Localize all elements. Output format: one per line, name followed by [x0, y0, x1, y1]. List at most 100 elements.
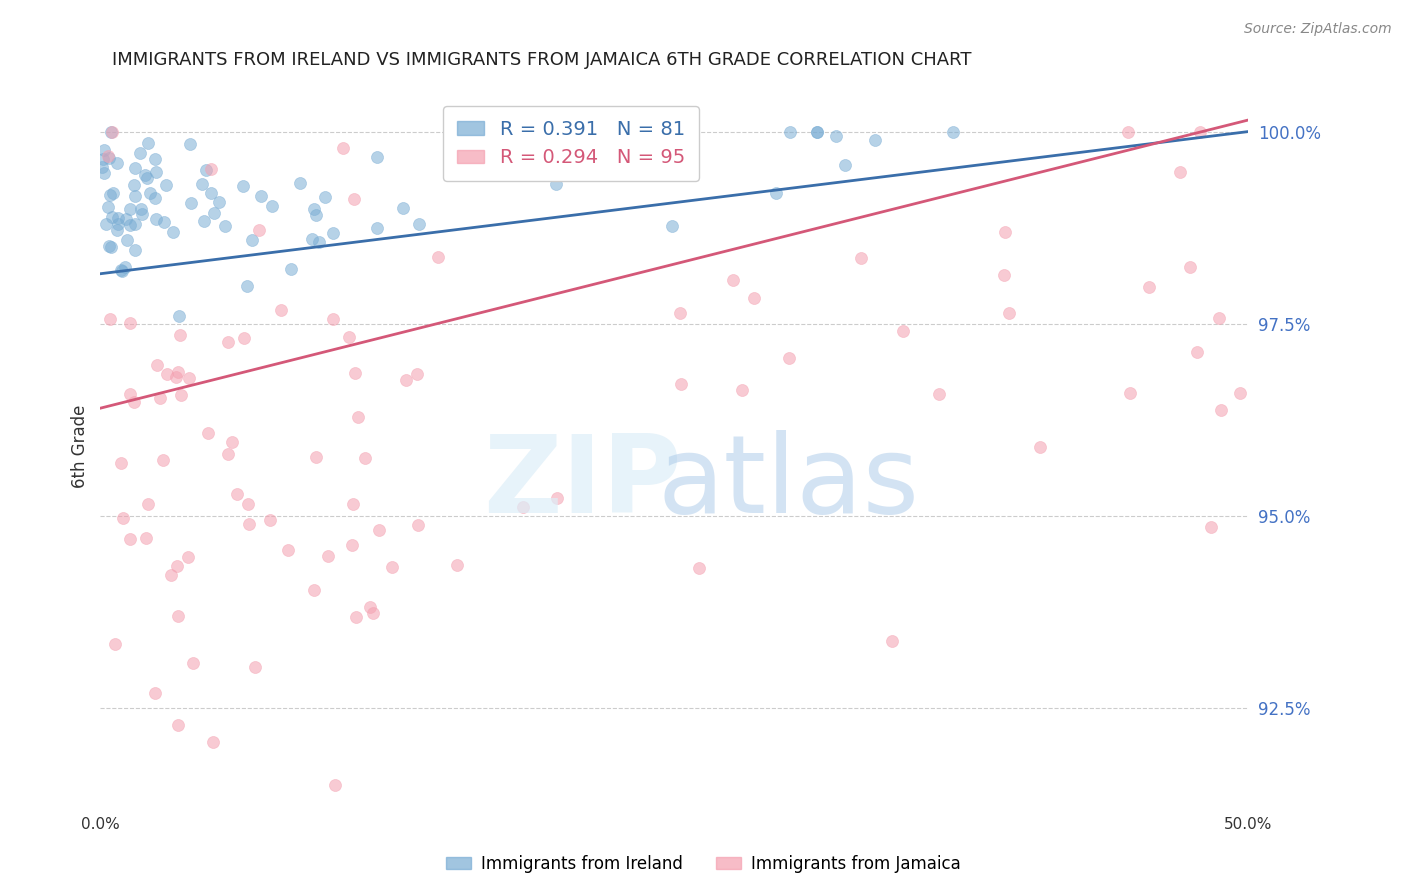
Point	[304, 202, 326, 217]
Point	[122, 394, 145, 409]
Point	[290, 177, 312, 191]
Point	[101, 125, 124, 139]
Point	[143, 152, 166, 166]
Point	[301, 232, 323, 246]
Text: Source: ZipAtlas.com: Source: ZipAtlas.com	[1244, 22, 1392, 37]
Text: atlas: atlas	[658, 430, 920, 536]
Point	[1189, 125, 1212, 139]
Point	[344, 610, 367, 624]
Point	[343, 367, 366, 381]
Point	[238, 517, 260, 532]
Point	[723, 273, 745, 287]
Point	[446, 558, 468, 573]
Point	[779, 126, 801, 140]
Point	[993, 268, 1015, 282]
Point	[366, 220, 388, 235]
Point	[120, 202, 142, 217]
Point	[232, 179, 254, 194]
Point	[145, 211, 167, 226]
Point	[408, 517, 430, 532]
Point	[136, 136, 159, 150]
Point	[891, 324, 914, 338]
Point	[834, 158, 856, 172]
Point	[100, 125, 122, 139]
Point	[1199, 520, 1222, 534]
Point	[368, 524, 391, 538]
Point	[107, 218, 129, 232]
Point	[332, 141, 354, 155]
Point	[236, 279, 259, 293]
Point	[197, 425, 219, 440]
Point	[124, 188, 146, 202]
Point	[240, 233, 263, 247]
Point	[243, 659, 266, 673]
Point	[806, 125, 828, 139]
Point	[181, 656, 204, 670]
Point	[143, 191, 166, 205]
Point	[546, 491, 568, 505]
Point	[1028, 441, 1050, 455]
Point	[155, 178, 177, 192]
Point	[342, 538, 364, 552]
Point	[405, 367, 427, 381]
Point	[233, 331, 256, 345]
Point	[395, 374, 418, 388]
Point	[139, 186, 162, 201]
Point	[1211, 403, 1233, 417]
Point	[98, 151, 121, 165]
Point	[104, 637, 127, 651]
Point	[359, 600, 381, 615]
Point	[305, 450, 328, 464]
Point	[806, 125, 828, 139]
Point	[105, 223, 128, 237]
Text: ZIP: ZIP	[484, 430, 682, 536]
Point	[124, 161, 146, 176]
Point	[129, 202, 152, 217]
Point	[200, 186, 222, 201]
Point	[928, 387, 950, 401]
Point	[993, 225, 1015, 239]
Point	[426, 250, 449, 264]
Point	[90, 161, 112, 175]
Point	[259, 513, 281, 527]
Point	[308, 235, 330, 249]
Point	[225, 487, 247, 501]
Point	[124, 178, 146, 193]
Point	[128, 145, 150, 160]
Point	[201, 735, 224, 749]
Point	[339, 330, 361, 344]
Point	[191, 177, 214, 191]
Point	[179, 137, 201, 152]
Point	[166, 609, 188, 624]
Point	[97, 200, 120, 214]
Point	[152, 453, 174, 467]
Point	[322, 226, 344, 240]
Point	[146, 358, 169, 372]
Point	[1185, 344, 1208, 359]
Point	[120, 316, 142, 330]
Point	[166, 365, 188, 379]
Point	[325, 778, 347, 792]
Point	[135, 170, 157, 185]
Point	[942, 125, 965, 139]
Point	[97, 149, 120, 163]
Text: IMMIGRANTS FROM IRELAND VS IMMIGRANTS FROM JAMAICA 6TH GRADE CORRELATION CHART: IMMIGRANTS FROM IRELAND VS IMMIGRANTS FR…	[112, 51, 972, 69]
Point	[444, 125, 467, 139]
Point	[143, 686, 166, 700]
Point	[177, 371, 200, 385]
Point	[110, 456, 132, 470]
Point	[166, 559, 188, 574]
Point	[236, 497, 259, 511]
Point	[880, 634, 903, 648]
Point	[217, 335, 239, 350]
Point	[354, 450, 377, 465]
Point	[731, 383, 754, 397]
Point	[361, 607, 384, 621]
Point	[107, 211, 129, 226]
Point	[825, 129, 848, 144]
Point	[381, 559, 404, 574]
Point	[270, 303, 292, 318]
Point	[110, 263, 132, 277]
Point	[115, 233, 138, 247]
Point	[152, 215, 174, 229]
